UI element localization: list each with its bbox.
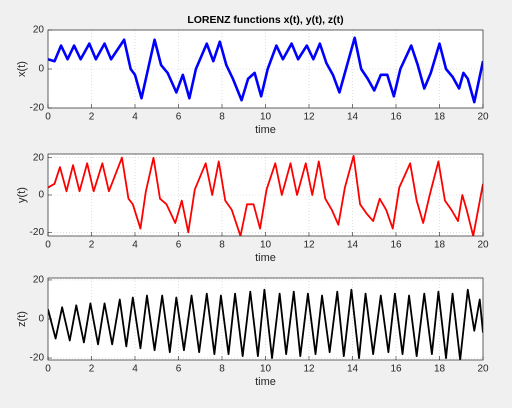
x-tick-label: 0 xyxy=(45,112,51,123)
x-tick-label: 4 xyxy=(132,112,138,123)
y-tick-label: 0 xyxy=(38,314,44,325)
axes-box xyxy=(47,277,484,361)
y-tick-label: 20 xyxy=(33,275,45,286)
axes-box xyxy=(47,153,484,237)
x-tick-label: 8 xyxy=(219,112,225,123)
x-axis-label: time xyxy=(255,124,276,136)
x-tick-label: 18 xyxy=(434,364,446,375)
x-tick-label: 18 xyxy=(434,240,446,251)
y-tick-label: -20 xyxy=(30,353,45,364)
x-tick-label: 4 xyxy=(132,364,138,375)
x-tick-label: 2 xyxy=(89,112,95,123)
x-tick-label: 10 xyxy=(260,240,272,251)
x-tick-label: 10 xyxy=(260,112,272,123)
x-tick-label: 2 xyxy=(89,240,95,251)
x-tick-label: 18 xyxy=(434,112,446,123)
data-line xyxy=(48,36,483,104)
y-tick-label: 20 xyxy=(33,152,45,163)
x-tick-label: 6 xyxy=(176,364,182,375)
x-tick-label: 16 xyxy=(390,112,402,123)
chart-title: LORENZ functions x(t), y(t), z(t) xyxy=(187,14,343,26)
x-tick-label: 6 xyxy=(176,112,182,123)
x-tick-label: 12 xyxy=(303,112,315,123)
x-tick-label: 20 xyxy=(477,364,489,375)
data-line xyxy=(48,154,483,236)
x-axis-label: time xyxy=(255,376,276,388)
x-tick-label: 20 xyxy=(477,240,489,251)
x-tick-label: 20 xyxy=(477,112,489,123)
x-tick-label: 4 xyxy=(132,240,138,251)
y-tick-label: 20 xyxy=(33,25,45,36)
x-tick-label: 8 xyxy=(219,240,225,251)
x-tick-label: 14 xyxy=(347,240,359,251)
data-line xyxy=(48,288,483,360)
x-axis-label: time xyxy=(255,252,276,264)
x-tick-label: 16 xyxy=(390,240,402,251)
x-tick-label: 14 xyxy=(347,112,359,123)
axes-box xyxy=(47,29,484,109)
x-tick-label: 2 xyxy=(89,364,95,375)
x-tick-label: 0 xyxy=(45,240,51,251)
y-tick-label: -20 xyxy=(30,103,45,114)
x-tick-label: 6 xyxy=(176,240,182,251)
x-tick-label: 12 xyxy=(303,240,315,251)
y-axis-label: x(t) xyxy=(16,61,28,77)
x-tick-label: 8 xyxy=(219,364,225,375)
x-tick-label: 14 xyxy=(347,364,359,375)
y-tick-label: -20 xyxy=(30,227,45,238)
x-tick-label: 16 xyxy=(390,364,402,375)
y-tick-label: 0 xyxy=(38,190,44,201)
x-tick-label: 12 xyxy=(303,364,315,375)
x-tick-label: 10 xyxy=(260,364,272,375)
x-tick-label: 0 xyxy=(45,364,51,375)
y-tick-label: 0 xyxy=(38,64,44,75)
y-axis-label: z(t) xyxy=(16,311,28,327)
y-axis-label: y(t) xyxy=(16,187,28,203)
